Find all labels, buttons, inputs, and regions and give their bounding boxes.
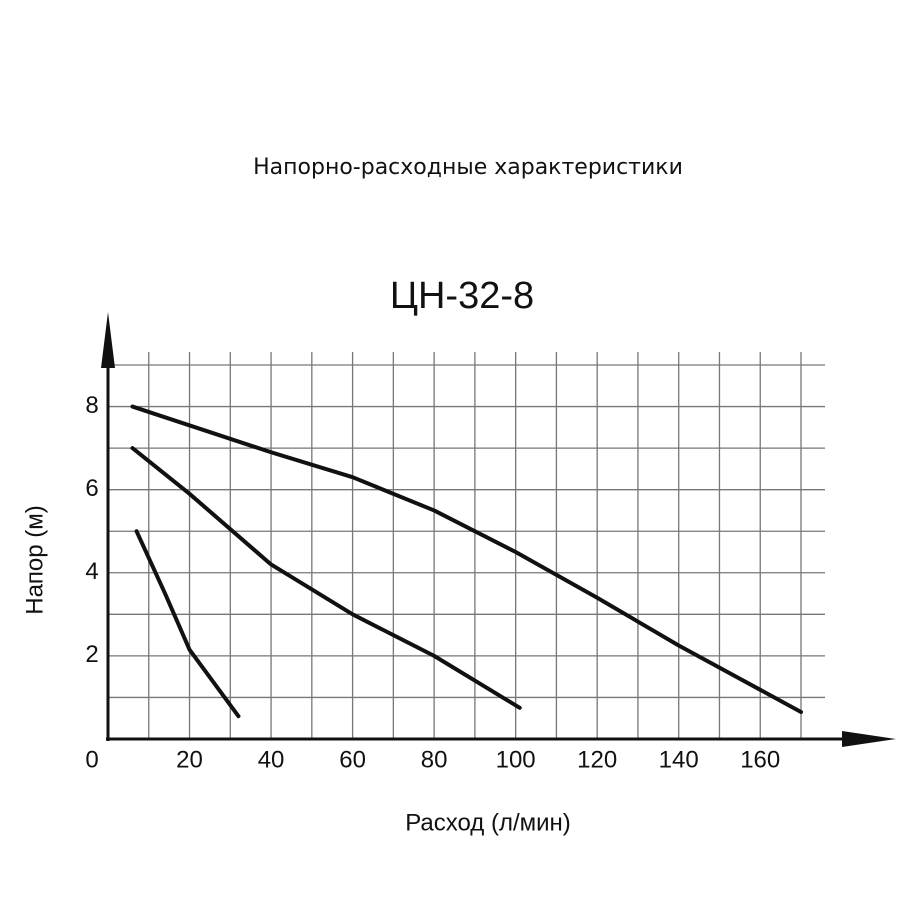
x-tick-label: 80 <box>421 746 448 773</box>
line-series <box>130 404 803 714</box>
line-series <box>134 529 241 719</box>
y-tick-label: 6 <box>85 475 98 502</box>
x-tick-label: 40 <box>258 746 285 773</box>
x-tick-label: 100 <box>496 746 536 773</box>
x-axis-arrow <box>842 731 896 747</box>
y-tick-label: 8 <box>85 392 98 419</box>
x-tick-label: 160 <box>740 746 780 773</box>
x-tick-label: 0 <box>85 746 98 773</box>
y-tick-label: 2 <box>85 641 98 668</box>
chart-title: Напорно-расходные характеристики <box>253 155 683 180</box>
x-tick-label: 120 <box>577 746 617 773</box>
x-tick-label: 60 <box>339 746 366 773</box>
chart-subtitle: ЦН-32-8 <box>390 275 534 317</box>
y-tick-label: 4 <box>85 558 98 585</box>
y-axis-label: Напор (м) <box>21 505 48 615</box>
y-axis-arrow <box>101 312 115 368</box>
x-tick-label: 140 <box>659 746 699 773</box>
line-series <box>130 446 522 710</box>
x-tick-label: 20 <box>176 746 203 773</box>
x-axis-label: Расход (л/мин) <box>405 809 571 836</box>
